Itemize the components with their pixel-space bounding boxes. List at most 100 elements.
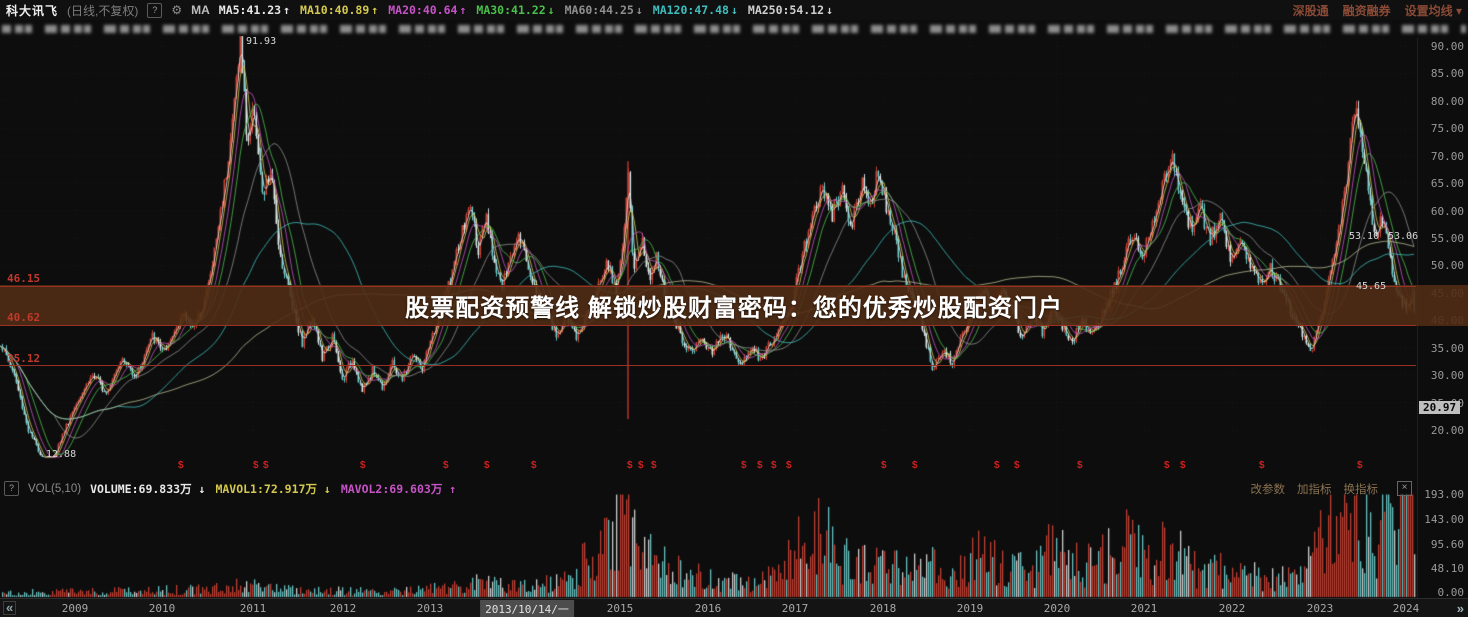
blurred-info-row xyxy=(0,21,1468,36)
promo-banner: 股票配资预警线 解锁炒股财富密码：您的优秀炒股配资门户 xyxy=(0,285,1468,326)
dividend-marker-icon: $ xyxy=(484,460,490,471)
up-arrow-icon: ↑ xyxy=(283,3,291,17)
year-label[interactable]: 2021 xyxy=(1130,602,1158,615)
dividend-marker-icon: $ xyxy=(881,460,887,471)
year-label[interactable]: 2010 xyxy=(148,602,176,615)
volume-axis-label: 193.00 xyxy=(1424,488,1464,501)
year-label[interactable]: 2009 xyxy=(61,602,89,615)
year-label[interactable]: 2012 xyxy=(329,602,357,615)
volume-axis-label: 143.00 xyxy=(1424,513,1464,526)
price-axis-label: 65.00 xyxy=(1430,177,1464,191)
year-label[interactable]: 2013 xyxy=(416,602,444,615)
volume-indicator-label[interactable]: VOL(5,10) xyxy=(28,482,82,495)
price-annotation: 45.65 xyxy=(1356,281,1387,292)
volume-axis-label: 95.60 xyxy=(1430,538,1464,551)
ma-legend-item: MA10:40.89 ↑ xyxy=(300,3,379,17)
year-label[interactable]: 2022 xyxy=(1218,602,1246,615)
price-axis-label: 55.00 xyxy=(1430,232,1464,245)
redacted-text-blobs xyxy=(2,25,1466,33)
link-change-params[interactable]: 改参数 xyxy=(1250,483,1286,496)
ma-legend-item: MA30:41.22 ↓ xyxy=(476,3,555,17)
volume-legend-item: VOLUME:69.833万 ↓ xyxy=(90,481,206,496)
warning-line xyxy=(0,325,1416,326)
current-price-tag: 20.97 xyxy=(1419,401,1461,414)
selected-date-label[interactable]: 2013/10/14/一 xyxy=(480,600,574,617)
dividend-marker-icon: $ xyxy=(1180,460,1186,471)
gear-icon[interactable]: ⚙ xyxy=(171,3,183,17)
down-arrow-icon: ↓ xyxy=(730,3,738,17)
year-label[interactable]: 2015 xyxy=(606,602,634,615)
dividend-marker-icon: $ xyxy=(1164,460,1170,471)
up-arrow-icon: ↑ xyxy=(459,3,467,17)
down-arrow-icon: ↓ xyxy=(191,481,206,496)
dividend-marker-icon: $ xyxy=(912,460,918,471)
year-label[interactable]: 2011 xyxy=(239,602,267,615)
year-label[interactable]: 2017 xyxy=(781,602,809,615)
price-annotation: 91.93 xyxy=(246,36,277,47)
warning-line-label: 40.62 xyxy=(7,311,41,324)
dividend-marker-icon: $ xyxy=(263,460,269,471)
year-label[interactable]: 2019 xyxy=(956,602,984,615)
chart-toolbar: 科大讯飞 (日线,不复权) ? ⚙ MA MA5:41.23 ↑ MA10:40.8… xyxy=(0,0,1468,20)
down-arrow-icon: ↓ xyxy=(826,3,833,17)
warning-line xyxy=(0,286,1416,287)
ma-group-label[interactable]: MA xyxy=(191,3,210,17)
year-label[interactable]: 2016 xyxy=(694,602,722,615)
volume-legend: VOLUME:69.833万 ↓ MAVOL1:72.917万 ↓ MAVOL2:6… xyxy=(90,481,456,497)
dividend-marker-icon: $ xyxy=(1259,460,1265,471)
price-axis-label: 70.00 xyxy=(1430,149,1464,163)
year-label[interactable]: 2018 xyxy=(869,602,897,615)
dividend-marker-icon: $ xyxy=(638,460,644,471)
link-add-indicator[interactable]: 加指标 xyxy=(1297,483,1332,496)
scroll-left-icon[interactable]: « xyxy=(3,601,17,615)
price-axis-label: 90.00 xyxy=(1430,40,1464,53)
ma-legend-item: MA5:41.23 ↑ xyxy=(218,3,291,17)
year-label[interactable]: 2023 xyxy=(1306,602,1334,615)
price-axis-label: 20.00 xyxy=(1430,424,1464,438)
price-annotation: 53.10 xyxy=(1349,231,1380,242)
up-arrow-icon: ↑ xyxy=(371,3,379,17)
dividend-marker-icon: $ xyxy=(627,460,633,471)
stock-name: 科大讯飞 xyxy=(6,3,59,18)
chart-mode-label: (日线,不复权) xyxy=(67,3,139,18)
down-arrow-icon: ↓ xyxy=(547,3,555,17)
warning-line-label: 46.15 xyxy=(7,272,41,285)
link-switch-indicator[interactable]: 换指标 xyxy=(1343,483,1379,496)
volume-links: 改参数 加指标 换指标 xyxy=(1239,481,1379,497)
price-axis-label: 60.00 xyxy=(1430,204,1464,218)
dividend-marker-icon: $ xyxy=(771,460,777,471)
dividend-marker-icon: $ xyxy=(741,460,747,471)
dividend-marker-icon: $ xyxy=(443,460,449,471)
warning-line-label: 35.12 xyxy=(7,352,41,365)
dividend-marker-icon: $ xyxy=(253,460,259,471)
down-arrow-icon: ↓ xyxy=(316,481,331,496)
volume-legend-item: MAVOL1:72.917万 ↓ xyxy=(215,481,331,496)
year-label[interactable]: 2020 xyxy=(1043,602,1071,615)
scroll-right-icon[interactable]: » xyxy=(1456,601,1464,616)
price-axis-label: 80.00 xyxy=(1430,94,1464,108)
dividend-marker-icon: $ xyxy=(994,460,1000,471)
year-label[interactable]: 2024 xyxy=(1392,602,1420,615)
price-axis-label: 50.00 xyxy=(1430,259,1464,273)
price-axis-label: 75.00 xyxy=(1430,122,1464,136)
time-axis: « 2009 2010 2011 2012 2013 2015 2016 2017 2018 20… xyxy=(0,598,1468,617)
down-arrow-icon: ↓ xyxy=(635,3,643,17)
price-annotation: 53.06 xyxy=(1388,231,1419,242)
help-icon[interactable]: ? xyxy=(147,2,163,18)
close-indicator-icon[interactable]: × xyxy=(1397,481,1412,496)
link-szse-connect[interactable]: 深股通 xyxy=(1292,3,1329,18)
price-annotation: 12.88 xyxy=(46,449,77,460)
volume-axis-label: 48.10 xyxy=(1430,562,1464,575)
volume-toolbar: ? VOL(5,10) VOLUME:69.833万 ↓ MAVOL1:72.91… xyxy=(0,480,1416,497)
ma-legend-item: MA20:40.64 ↑ xyxy=(388,3,467,17)
volume-help-icon[interactable]: ? xyxy=(4,481,19,496)
dividend-marker-icon: $ xyxy=(360,460,366,471)
promo-banner-text: 股票配资预警线 解锁炒股财富密码：您的优秀炒股配资门户 xyxy=(405,295,1063,322)
link-margin-trading[interactable]: 融资融券 xyxy=(1342,3,1391,18)
warning-line xyxy=(0,365,1416,366)
price-axis-label: 85.00 xyxy=(1430,67,1464,81)
link-ma-settings[interactable]: 设置均线 ▾ xyxy=(1404,3,1462,18)
price-axis-label: 30.00 xyxy=(1430,369,1464,383)
dividend-marker-icon: $ xyxy=(531,460,537,471)
